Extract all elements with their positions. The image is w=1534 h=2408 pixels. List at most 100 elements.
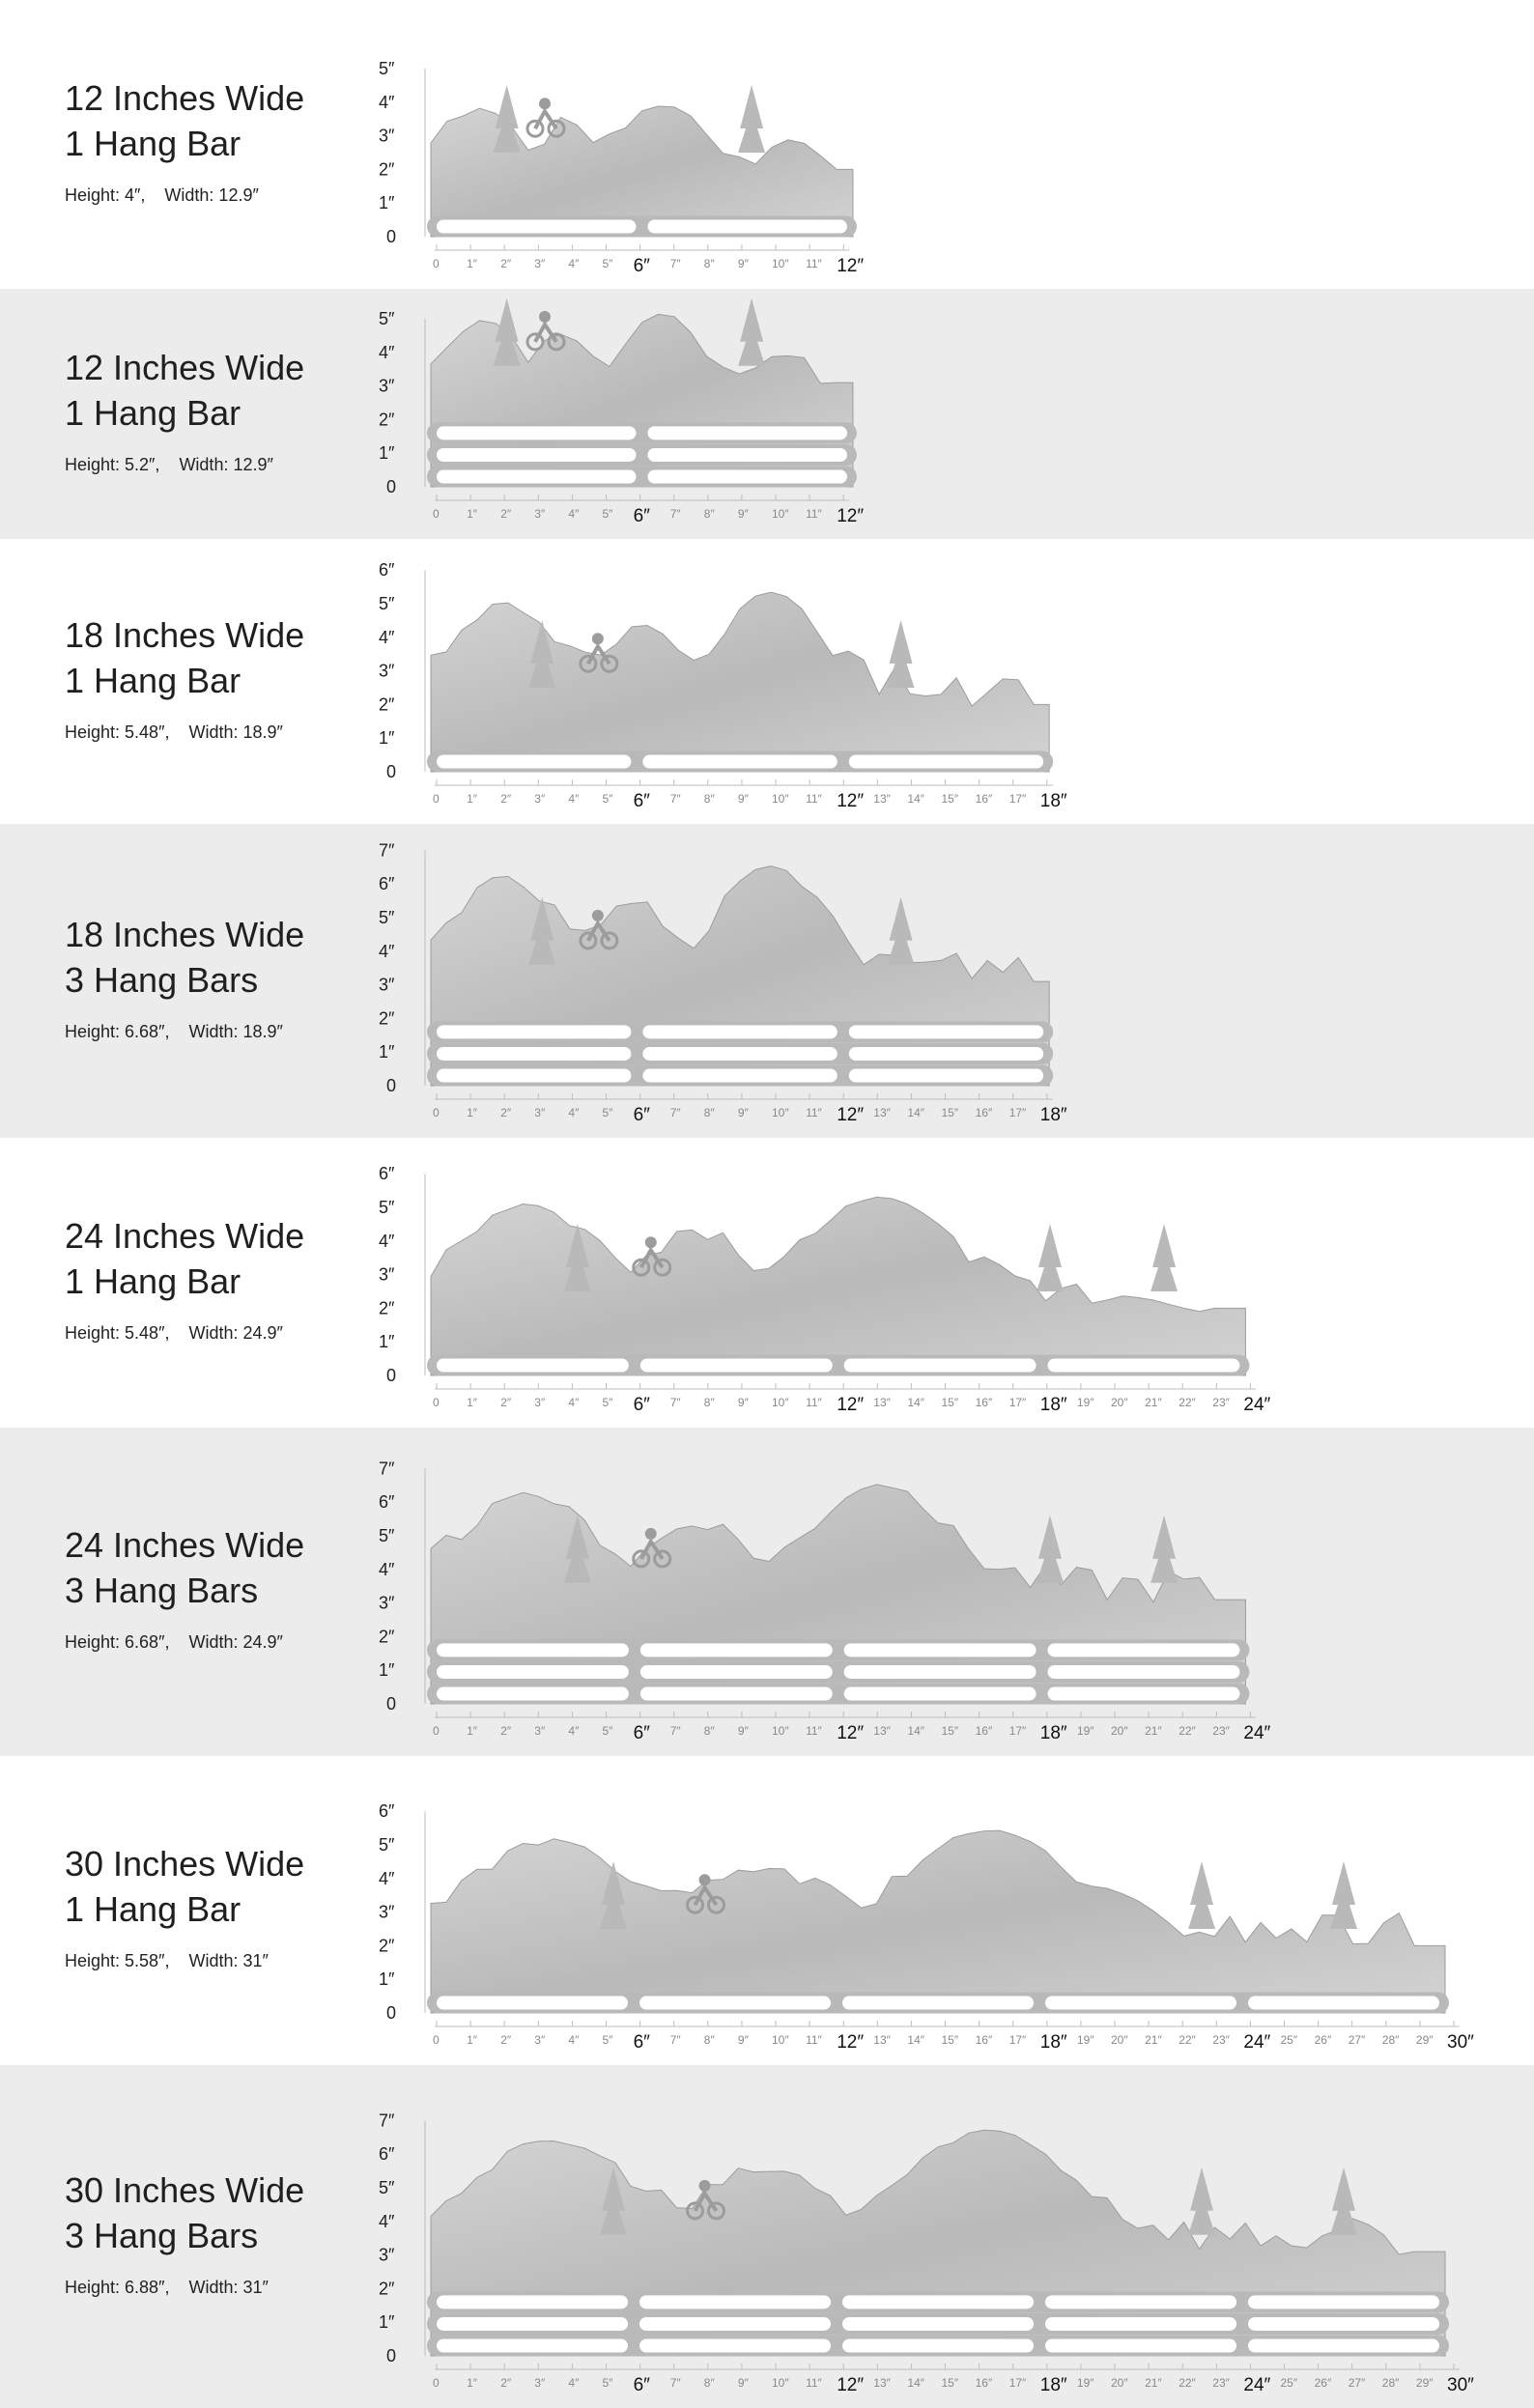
product-title: 24 Inches Wide 3 Hang Bars	[65, 1522, 304, 1613]
y-axis-label: 1″	[379, 1660, 395, 1680]
product-width: Width: 12.9″	[179, 455, 273, 474]
product-height: Height: 5.48″,	[65, 722, 170, 742]
x-axis-label: 11″	[806, 507, 822, 521]
hang-bar-slot	[437, 1046, 632, 1061]
product-width: Width: 31″	[188, 2278, 269, 2297]
y-axis-label: 5″	[379, 1835, 395, 1855]
product-title-width: 30 Inches Wide	[65, 1844, 305, 1884]
pine-tree-icon	[493, 297, 521, 366]
x-axis-major-label: 18″	[1040, 2375, 1067, 2395]
hang-bar-slot	[1248, 2316, 1440, 2331]
x-axis-label: 19″	[1077, 2033, 1094, 2047]
x-axis-label: 4″	[568, 257, 580, 270]
hang-bar-slot	[437, 2295, 629, 2309]
product-title-bars: 1 Hang Bar	[65, 1261, 241, 1301]
hang-bar-slot	[437, 469, 637, 484]
x-axis-label: 15″	[942, 1396, 959, 1409]
hang-bar-slot	[842, 2295, 1035, 2309]
pine-tree-icon	[1330, 1861, 1358, 1929]
x-axis-label: 5″	[603, 2376, 614, 2390]
mountain-biker-icon	[579, 909, 619, 950]
hang-bar-slot	[642, 1046, 838, 1061]
y-axis-label: 4″	[379, 1869, 395, 1888]
product-title-width: 24 Inches Wide	[65, 1216, 305, 1256]
product-width: Width: 24.9″	[188, 1632, 283, 1652]
x-axis-label: 9″	[738, 792, 750, 806]
hang-bar-slot	[842, 2316, 1035, 2331]
x-axis-label: 10″	[772, 2033, 789, 2047]
y-axis-label: 7″	[379, 1459, 395, 1478]
y-axis-label: 4″	[379, 942, 395, 961]
pine-tree-icon	[600, 2167, 628, 2235]
y-axis-label: 6″	[379, 1164, 395, 1183]
product-info: 12 Inches Wide 1 Hang Bar Height: 5.2″, W…	[65, 345, 304, 475]
y-axis-label: 1″	[379, 193, 395, 212]
hang-bar	[427, 1683, 1250, 1705]
hang-bar-slot	[647, 219, 847, 234]
x-axis-major-label: 24″	[1243, 1395, 1270, 1415]
x-axis-major-label: 18″	[1040, 1395, 1067, 1415]
x-axis-label: 16″	[976, 2376, 993, 2390]
product-figure: 0 1″ 2″ 3″ 4″ 5″ 6″ 0 1″ 2″ 3″ 4″ 5″ 6″ 7″ 8″ 9″ 10″ 11″ 12…	[379, 560, 1067, 811]
y-axis-label: 4″	[379, 2212, 395, 2231]
product-width: Width: 24.9″	[188, 1323, 283, 1343]
pine-tree-icon	[1188, 1861, 1216, 1929]
x-axis-label: 9″	[738, 257, 750, 270]
x-axis-label: 7″	[670, 1396, 682, 1409]
y-axis-label: 3″	[379, 2246, 395, 2265]
x-axis-label: 16″	[976, 2033, 993, 2047]
pine-tree-icon	[738, 297, 766, 366]
x-axis-major-label: 12″	[837, 2032, 864, 2053]
mountain-biker-icon	[526, 98, 566, 138]
x-axis-major-label: 12″	[837, 2375, 864, 2395]
x-axis-label: 2″	[500, 1106, 512, 1119]
x-axis-label: 0	[433, 257, 440, 270]
product-title: 18 Inches Wide 1 Hang Bar	[65, 612, 304, 703]
x-axis-label: 0	[433, 2033, 440, 2047]
product-width: Width: 18.9″	[188, 1022, 283, 1041]
product-row: 30 Inches Wide 3 Hang Bars Height: 6.88″…	[0, 2065, 1534, 2408]
y-axis-label: 2″	[379, 1627, 395, 1646]
x-axis-label: 3″	[534, 1106, 546, 1119]
x-axis-label: 23″	[1212, 1724, 1230, 1738]
pine-tree-icon	[600, 1861, 628, 1929]
product-figure: 0 1″ 2″ 3″ 4″ 5″ 6″ 7″ 0 1″ 2″ 3″ 4″ 5″ 6″ 7″ 8″ 9″ 10″ 11″…	[379, 1459, 1271, 1743]
y-axis-label: 3″	[379, 976, 395, 995]
product-width: Width: 31″	[188, 1951, 269, 1970]
x-axis-label: 27″	[1349, 2376, 1366, 2390]
product-dimensions: Height: 6.68″, Width: 24.9″	[65, 1632, 304, 1653]
product-figure: 0 1″ 2″ 3″ 4″ 5″ 0 1″ 2″ 3″ 4″ 5″ 6″ 7″ 8″ 9″ 10″ 11″ 12″	[379, 297, 864, 526]
hang-bar-slot	[437, 2316, 629, 2331]
hang-bar-slot	[639, 1664, 833, 1679]
x-axis-major-label: 6″	[634, 791, 651, 811]
hang-bar-slot	[1047, 1643, 1240, 1657]
product-height: Height: 5.2″,	[65, 455, 160, 474]
x-axis-label: 15″	[942, 1724, 959, 1738]
product-title-width: 18 Inches Wide	[65, 615, 305, 655]
y-axis-label: 3″	[379, 127, 395, 146]
x-axis-label: 8″	[704, 507, 716, 521]
product-title-bars: 3 Hang Bars	[65, 2216, 259, 2255]
product-title-width: 12 Inches Wide	[65, 348, 305, 387]
pine-tree-icon	[1330, 2167, 1358, 2235]
mountain-biker-icon	[632, 1527, 672, 1569]
x-axis-label: 19″	[1077, 2376, 1094, 2390]
x-axis-label: 4″	[568, 792, 580, 806]
y-axis-label: 5″	[379, 59, 395, 78]
x-axis-label: 23″	[1212, 2033, 1230, 2047]
mountain-biker-icon	[526, 310, 566, 352]
hang-bar-slot	[842, 1996, 1035, 2010]
x-axis-major-label: 18″	[1040, 1105, 1067, 1125]
product-height: Height: 6.68″,	[65, 1022, 170, 1041]
y-axis-label: 1″	[379, 1969, 395, 1989]
hang-bar-slot	[642, 754, 838, 769]
x-axis-label: 25″	[1281, 2376, 1298, 2390]
hang-bar-slot	[437, 426, 637, 440]
x-axis-label: 17″	[1009, 2376, 1027, 2390]
x-axis-label: 16″	[976, 1724, 993, 1738]
x-axis-major-label: 12″	[837, 256, 864, 276]
x-axis-label: 21″	[1145, 1724, 1162, 1738]
hang-bar-slot	[639, 1686, 833, 1701]
x-axis-label: 13″	[873, 1106, 891, 1119]
x-axis-label: 22″	[1179, 1396, 1196, 1409]
